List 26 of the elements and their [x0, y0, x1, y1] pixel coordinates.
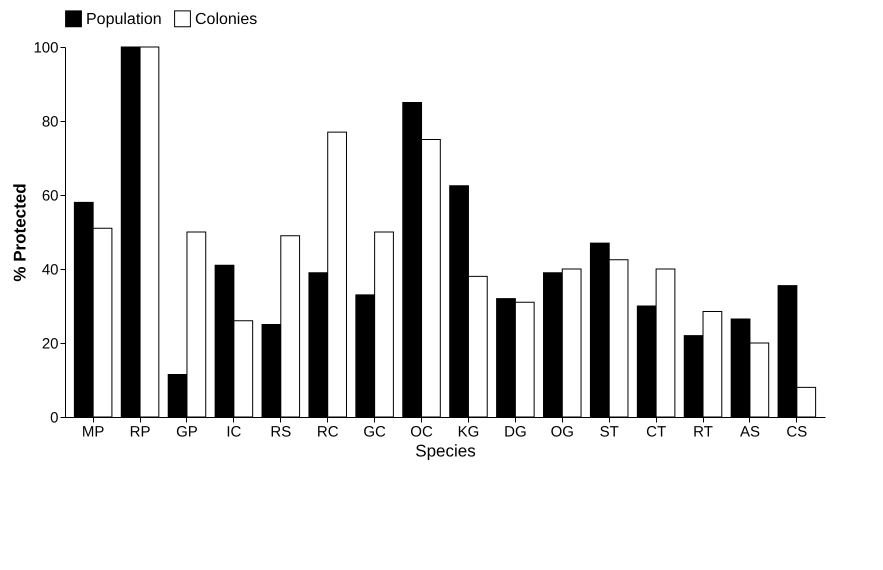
x-tick-label: RS — [270, 424, 292, 440]
y-tick-label: 40 — [42, 262, 58, 278]
x-tick-label: CT — [646, 424, 666, 440]
legend-label: Colonies — [195, 10, 258, 28]
x-tick-label: GP — [176, 424, 198, 440]
x-tick-label: ST — [600, 424, 619, 440]
x-tick-label: OC — [410, 424, 433, 440]
y-tick-label: 100 — [33, 40, 58, 56]
x-tick-label: GC — [363, 424, 386, 440]
x-tick-label: DG — [504, 424, 527, 440]
x-axis-title: Species — [415, 442, 476, 460]
y-tick-label: 20 — [42, 336, 58, 352]
y-tick-label: 0 — [50, 410, 58, 426]
y-tick-label: 80 — [42, 114, 58, 130]
y-axis-title: % Protected — [10, 183, 30, 282]
x-tick-label: KG — [458, 424, 480, 440]
legend-label: Population — [86, 10, 162, 28]
x-tick-label: CS — [786, 424, 808, 440]
y-tick-label: 60 — [42, 188, 58, 204]
x-tick-label: RC — [316, 424, 339, 440]
x-tick-label: MP — [82, 424, 104, 440]
x-tick-label: OG — [550, 424, 574, 440]
x-tick-label: RP — [130, 424, 150, 440]
x-tick-label: IC — [226, 424, 242, 440]
x-tick-label: AS — [740, 424, 760, 440]
x-tick-label: RT — [693, 424, 713, 440]
